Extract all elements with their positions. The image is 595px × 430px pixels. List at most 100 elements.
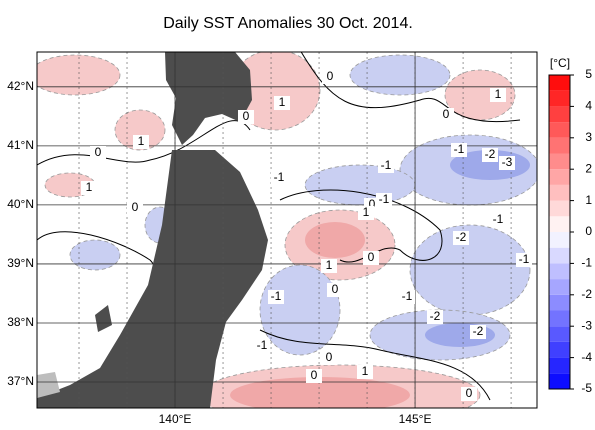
contour-label-bg xyxy=(453,231,469,245)
contour-label: 0 xyxy=(95,145,102,159)
colorbar-band xyxy=(549,137,570,154)
colorbar-tick-label: -3 xyxy=(581,318,592,332)
contour-label-bg xyxy=(133,135,149,149)
contour-label: -1 xyxy=(381,158,392,172)
contour-label: 1 xyxy=(363,205,370,219)
contour-label: 1 xyxy=(86,180,93,194)
contour-label-bg xyxy=(127,201,143,215)
contour-label-bg xyxy=(81,181,97,195)
colorbar-band xyxy=(549,200,570,217)
contour-label: 0 xyxy=(243,109,250,123)
contour-label: -1 xyxy=(519,252,530,266)
lon-tick-label: 145°E xyxy=(399,412,432,426)
contour-label-bg xyxy=(516,253,532,267)
colorbar-band xyxy=(549,373,570,389)
colorbar-band xyxy=(549,216,570,232)
colorbar-tick-label: 2 xyxy=(585,161,592,175)
contour-label-bg xyxy=(378,159,394,173)
contour-label: 0 xyxy=(132,200,139,214)
colorbar-band xyxy=(549,153,570,170)
contour-label: 0 xyxy=(326,350,333,364)
contour-label-bg xyxy=(490,88,506,102)
contour-label-bg xyxy=(499,156,515,170)
contour-label: -2 xyxy=(473,324,484,338)
lat-tick-label: 37°N xyxy=(7,374,34,388)
colorbar-tick-label: -1 xyxy=(581,256,592,270)
colorbar-band xyxy=(549,326,570,342)
contour-label: 0 xyxy=(327,69,334,83)
contour-label-bg xyxy=(238,110,254,124)
contour-label-bg xyxy=(376,193,392,207)
colorbar-tick-label: 4 xyxy=(585,99,592,113)
contour-label-bg xyxy=(306,369,322,383)
contour-label: -1 xyxy=(271,289,282,303)
colorbar-tick-label: 3 xyxy=(585,130,592,144)
lat-tick-label: 40°N xyxy=(7,197,34,211)
colorbar-band xyxy=(549,357,570,374)
colorbar-band xyxy=(549,294,570,311)
contour-label-bg xyxy=(438,108,454,122)
map-title: Daily SST Anomalies 30 Oct. 2014. xyxy=(163,15,413,32)
lat-tick-label: 38°N xyxy=(7,315,34,329)
colorbar-band xyxy=(549,232,570,248)
contour-label-bg xyxy=(321,351,337,365)
contour-label: 0 xyxy=(466,386,473,400)
contour-label: -1 xyxy=(402,289,413,303)
colorbar-band xyxy=(549,247,570,264)
contour-label-bg xyxy=(490,213,506,227)
colorbar-tick-label: 5 xyxy=(585,67,592,81)
contour-label-bg xyxy=(271,171,287,185)
colorbar: 5 4 3 2 1 0 -1 -2 -3 -4 -5 xyxy=(548,67,592,395)
contour-label: -1 xyxy=(454,142,465,156)
colorbar-band xyxy=(549,75,570,91)
colorbar-tick-label: 0 xyxy=(585,224,592,238)
contour-label: -2 xyxy=(456,230,467,244)
contour-label: 1 xyxy=(495,87,502,101)
lat-tick-label: 39°N xyxy=(7,256,34,270)
colorbar-tick-label: -5 xyxy=(581,381,592,395)
contour-label-bg xyxy=(254,339,270,353)
colorbar-band xyxy=(549,169,570,185)
contour-label-bg xyxy=(363,251,379,265)
colorbar-tick-label: 1 xyxy=(585,193,592,207)
contour-label-bg xyxy=(90,146,106,160)
contour-label: 0 xyxy=(311,368,318,382)
colorbar-band xyxy=(549,106,570,123)
lat-tick-label: 41°N xyxy=(7,138,34,152)
contour-label-bg xyxy=(399,290,415,304)
graticule: 140°E 145°E 42°N 41°N 40°N 39°N 38°N 37°N xyxy=(7,52,537,426)
colorbar-band xyxy=(549,122,570,138)
colorbar-unit: [°C] xyxy=(550,56,570,70)
colorbar-tick-label: -2 xyxy=(581,287,592,301)
contour-label-bg xyxy=(358,206,374,220)
contour-label: -2 xyxy=(430,309,441,323)
colorbar-band xyxy=(549,263,570,280)
contour-label: 0 xyxy=(443,107,450,121)
contour-label: 0 xyxy=(369,197,376,211)
map-frame xyxy=(36,51,538,409)
contour-label-bg xyxy=(451,143,467,157)
contour-label-bg xyxy=(274,96,290,110)
colorbar-tick-label: -4 xyxy=(581,350,592,364)
contour-label-bg xyxy=(321,259,337,273)
contour-label: -2 xyxy=(485,147,496,161)
contour-label: 0 xyxy=(368,250,375,264)
colorbar-band xyxy=(549,341,570,358)
contour-label-bg xyxy=(461,387,477,401)
contour-label: -3 xyxy=(502,155,513,169)
colorbar-band xyxy=(549,279,570,295)
lat-tick-label: 42°N xyxy=(7,79,34,93)
contour-label: 0 xyxy=(332,282,339,296)
contour-label-bg xyxy=(357,365,373,379)
contour-label-bg xyxy=(482,148,498,162)
contour-label: -1 xyxy=(493,212,504,226)
contour-label-bg xyxy=(268,290,284,304)
contour-label-bg xyxy=(327,283,343,297)
contour-label: 1 xyxy=(362,364,369,378)
contour-label: 1 xyxy=(279,95,286,109)
contour-label: -1 xyxy=(274,170,285,184)
contour-label: 1 xyxy=(326,258,333,272)
colorbar-band xyxy=(549,184,570,201)
